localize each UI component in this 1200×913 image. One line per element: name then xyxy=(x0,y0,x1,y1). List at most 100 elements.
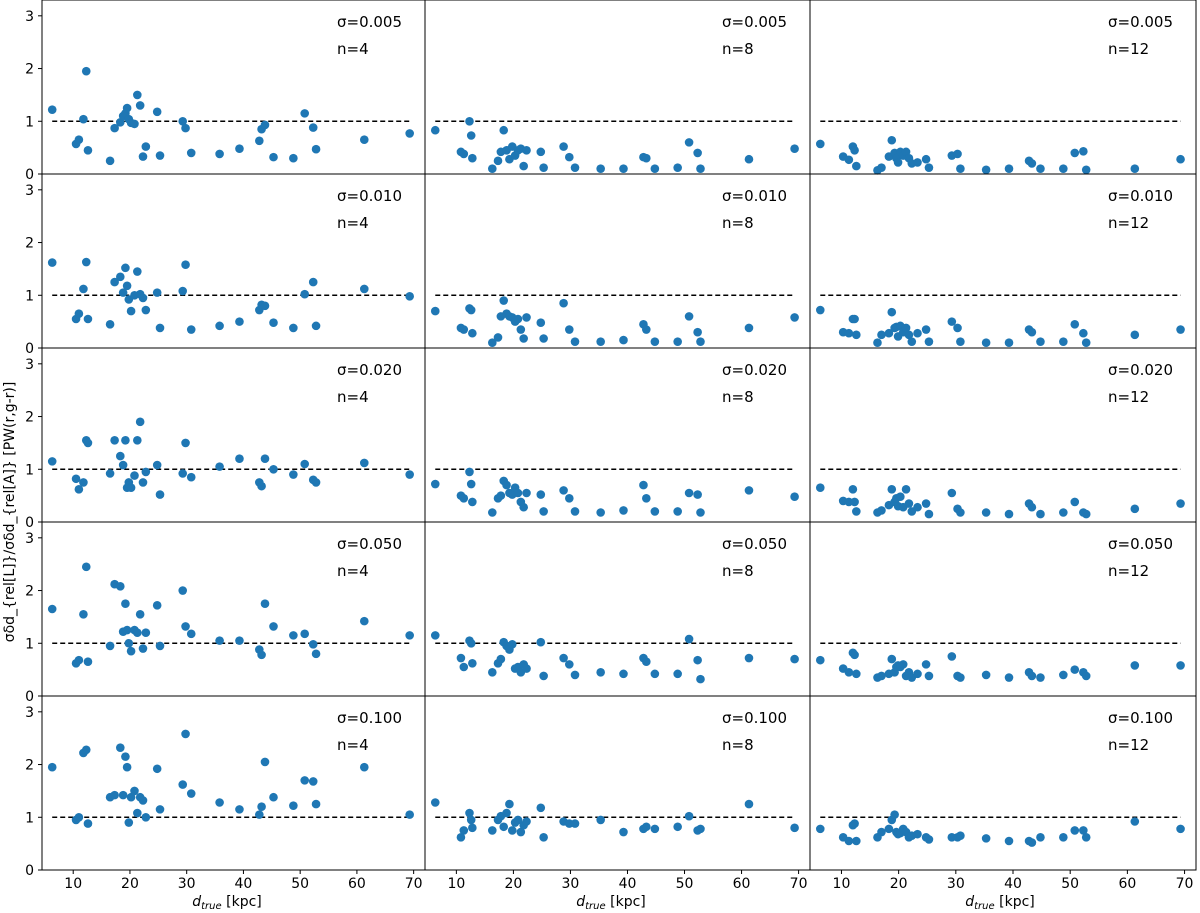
data-point xyxy=(181,622,190,631)
data-point xyxy=(359,284,369,294)
data-point xyxy=(815,483,825,493)
data-point xyxy=(1070,497,1080,507)
svg-text:dtrue [kpc]: dtrue [kpc] xyxy=(192,894,262,912)
data-point xyxy=(924,163,934,172)
data-point xyxy=(673,507,682,516)
data-point xyxy=(300,629,310,639)
data-point xyxy=(430,479,440,489)
data-point xyxy=(1176,325,1185,334)
data-point xyxy=(133,90,142,100)
data-point xyxy=(642,493,651,503)
data-point xyxy=(215,462,224,471)
data-point xyxy=(178,780,188,789)
data-point xyxy=(110,277,119,287)
data-point xyxy=(155,641,165,651)
data-point xyxy=(536,803,546,813)
data-point xyxy=(505,799,514,809)
data-point xyxy=(124,818,134,827)
data-point xyxy=(684,312,694,321)
data-point xyxy=(269,792,278,802)
data-point xyxy=(896,492,905,501)
data-point xyxy=(1130,504,1140,514)
data-point xyxy=(141,812,151,822)
data-point xyxy=(570,507,580,516)
data-point xyxy=(257,481,266,491)
data-point xyxy=(186,629,196,639)
data-point xyxy=(1176,824,1185,834)
data-point xyxy=(260,454,270,464)
data-point xyxy=(884,328,894,338)
data-point xyxy=(516,325,526,334)
data-point xyxy=(122,625,132,635)
data-point xyxy=(430,306,440,316)
data-point xyxy=(1059,337,1068,346)
data-point xyxy=(1059,670,1068,680)
data-point xyxy=(289,470,298,479)
data-point xyxy=(1059,508,1068,517)
data-point xyxy=(138,293,148,303)
data-point xyxy=(907,337,917,346)
data-point xyxy=(186,148,196,158)
data-point xyxy=(1081,165,1091,175)
data-point xyxy=(83,657,93,667)
data-point xyxy=(877,163,886,172)
data-point xyxy=(596,815,605,825)
data-point xyxy=(459,662,469,672)
data-point xyxy=(901,323,911,333)
data-point xyxy=(456,653,466,663)
data-point xyxy=(430,631,440,640)
data-point xyxy=(405,470,414,479)
data-point xyxy=(215,636,224,645)
data-point xyxy=(152,601,162,610)
data-point xyxy=(981,508,991,517)
data-point xyxy=(466,131,476,140)
data-point xyxy=(619,335,628,345)
data-point xyxy=(507,826,517,835)
data-point xyxy=(565,493,574,503)
data-point xyxy=(693,327,702,337)
data-point xyxy=(74,655,84,665)
data-point xyxy=(255,810,264,819)
data-point xyxy=(1079,328,1088,338)
data-point xyxy=(235,144,244,153)
data-point xyxy=(215,149,224,159)
data-point xyxy=(921,154,931,164)
data-point xyxy=(1130,164,1140,174)
panel-r4-c3: σ=0.050 n=12 xyxy=(809,521,1197,697)
data-point xyxy=(359,762,369,772)
data-point xyxy=(300,289,310,299)
data-point xyxy=(105,641,115,651)
data-point xyxy=(465,467,474,477)
data-point xyxy=(887,307,897,317)
y-tick-label: 1 xyxy=(25,288,34,304)
data-point xyxy=(1036,164,1045,174)
data-point xyxy=(1027,159,1037,168)
data-point xyxy=(311,478,321,487)
data-point xyxy=(83,819,93,828)
data-point xyxy=(790,313,799,322)
data-point xyxy=(359,616,369,626)
data-point xyxy=(459,493,469,503)
n-annotation: n=8 xyxy=(722,388,754,406)
data-point xyxy=(116,451,125,461)
data-point xyxy=(619,164,628,174)
data-point xyxy=(790,492,799,501)
data-point xyxy=(459,149,469,159)
data-point xyxy=(496,654,506,664)
data-point xyxy=(953,149,962,159)
data-point xyxy=(522,488,531,498)
data-point xyxy=(126,483,136,493)
x-tick-label: 20 xyxy=(121,876,139,892)
data-point xyxy=(877,506,886,515)
y-tick-label: 0 xyxy=(25,689,34,705)
data-point xyxy=(684,488,694,498)
x-axis-label-col-1: dtrue [kpc] xyxy=(192,894,262,912)
data-point xyxy=(890,810,899,819)
data-point xyxy=(257,802,266,812)
data-point xyxy=(684,138,694,147)
data-point xyxy=(105,469,115,478)
data-point xyxy=(790,654,799,664)
data-point xyxy=(536,318,546,327)
data-point xyxy=(359,135,369,145)
data-point xyxy=(570,163,580,172)
